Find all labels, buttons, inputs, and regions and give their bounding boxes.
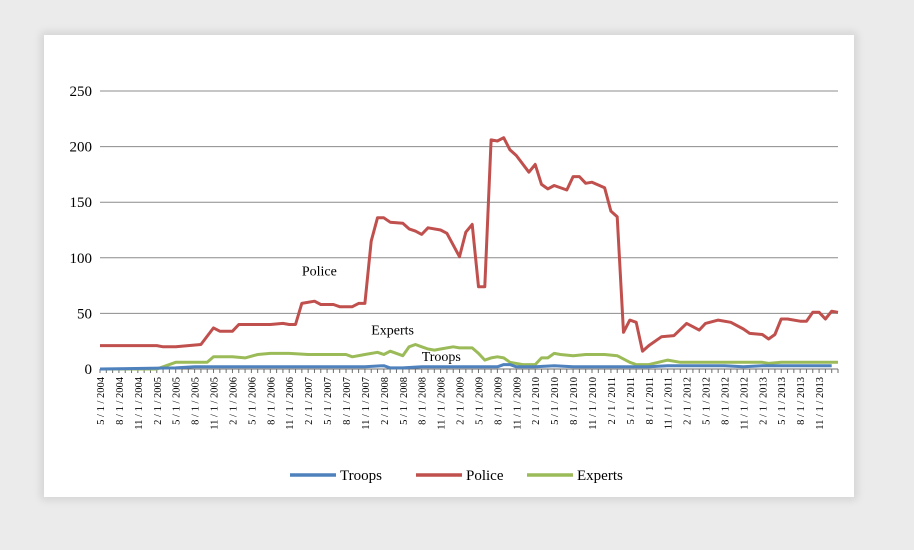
annotation-label: Troops bbox=[422, 350, 461, 365]
x-tick-label: 5 / 1 / 2008 bbox=[399, 377, 410, 425]
y-tick-label: 50 bbox=[77, 306, 92, 322]
x-tick-label: 8 / 1 / 2004 bbox=[115, 376, 126, 425]
x-tick-label: 11 / 1 / 2004 bbox=[134, 376, 145, 429]
y-tick-label: 100 bbox=[70, 251, 93, 267]
x-tick-label: 2 / 1 / 2008 bbox=[380, 377, 391, 425]
x-tick-label: 8 / 1 / 2010 bbox=[569, 377, 580, 425]
annotation-label: Experts bbox=[371, 324, 414, 339]
series-lines bbox=[99, 136, 839, 371]
series-line-troops bbox=[99, 363, 832, 371]
x-tick-label: 5 / 1 / 2013 bbox=[777, 377, 788, 425]
series-line-experts bbox=[100, 343, 838, 371]
x-tick-label: 2 / 1 / 2007 bbox=[304, 377, 315, 425]
legend-label: Police bbox=[466, 468, 504, 484]
legend-label: Troops bbox=[340, 468, 382, 484]
y-tick-label: 200 bbox=[70, 140, 93, 156]
x-tick-label: 11 / 1 / 2009 bbox=[512, 377, 523, 430]
x-tick-label: 11 / 1 / 2008 bbox=[437, 377, 448, 430]
x-tick-label: 5 / 1 / 2007 bbox=[323, 377, 334, 425]
x-tick-label: 11 / 1 / 2005 bbox=[210, 377, 221, 430]
x-tick-label: 2 / 1 / 2012 bbox=[683, 377, 694, 425]
x-tick-label: 2 / 1 / 2005 bbox=[153, 377, 164, 425]
x-tick-label: 11 / 1 / 2013 bbox=[815, 377, 826, 430]
x-tick-label: 2 / 1 / 2011 bbox=[607, 377, 618, 424]
x-tick-label: 11 / 1 / 2011 bbox=[664, 377, 675, 429]
x-tick-label: 2 / 1 / 2010 bbox=[531, 377, 542, 425]
annotation-label: Police bbox=[302, 265, 337, 280]
x-tick-label: 8 / 1 / 2008 bbox=[418, 377, 429, 425]
x-tick-label: 5 / 1 / 2006 bbox=[247, 377, 258, 425]
x-tick-label: 5 / 1 / 2005 bbox=[172, 377, 183, 425]
y-tick-label: 150 bbox=[70, 195, 93, 211]
x-tick-label: 5 / 1 / 2011 bbox=[626, 377, 637, 424]
x-tick-label: 8 / 1 / 2007 bbox=[342, 377, 353, 425]
x-axis bbox=[99, 368, 839, 373]
x-tick-label: 8 / 1 / 2005 bbox=[191, 377, 202, 425]
x-tick-label: 8 / 1 / 2012 bbox=[720, 377, 731, 425]
chart-card: 0 50 100 150 200 250 5 / 1 / 2004 8 / 1 / 2004… bbox=[44, 35, 854, 497]
x-tick-label: 5 / 1 / 2004 bbox=[96, 376, 107, 425]
x-tick-label: 5 / 1 / 2012 bbox=[702, 377, 713, 425]
series-line-police bbox=[100, 136, 839, 353]
x-tick-label: 8 / 1 / 2013 bbox=[796, 377, 807, 425]
x-tick-label: 5 / 1 / 2009 bbox=[474, 377, 485, 425]
x-tick-labels: 5 / 1 / 2004 8 / 1 / 2004 11 / 1 / 2004 2 /… bbox=[96, 376, 826, 429]
x-tick-label: 5 / 1 / 2010 bbox=[550, 377, 561, 425]
legend-label: Experts bbox=[577, 468, 623, 484]
x-tick-label: 11 / 1 / 2010 bbox=[588, 377, 599, 430]
y-tick-labels: 0 50 100 150 200 250 bbox=[70, 84, 93, 378]
x-tick-label: 11 / 1 / 2012 bbox=[739, 377, 750, 430]
x-tick-label: 2 / 1 / 2009 bbox=[456, 377, 467, 425]
x-tick-label: 11 / 1 / 2007 bbox=[361, 377, 372, 430]
y-tick-label: 250 bbox=[70, 84, 93, 100]
line-chart: 0 50 100 150 200 250 5 / 1 / 2004 8 / 1 / 2004… bbox=[70, 84, 839, 484]
x-tick-label: 11 / 1 / 2006 bbox=[285, 377, 296, 430]
x-tick-label: 2 / 1 / 2013 bbox=[758, 377, 769, 425]
x-tick-label: 2 / 1 / 2006 bbox=[228, 377, 239, 425]
y-tick-label: 0 bbox=[85, 362, 93, 378]
x-tick-label: 8 / 1 / 2009 bbox=[493, 377, 504, 425]
x-tick-label: 8 / 1 / 2006 bbox=[266, 377, 277, 425]
legend: Troops Police Experts bbox=[290, 468, 623, 484]
gridlines bbox=[100, 90, 838, 314]
x-tick-label: 8 / 1 / 2011 bbox=[645, 377, 656, 424]
annotations: Police Experts Troops bbox=[302, 265, 461, 366]
